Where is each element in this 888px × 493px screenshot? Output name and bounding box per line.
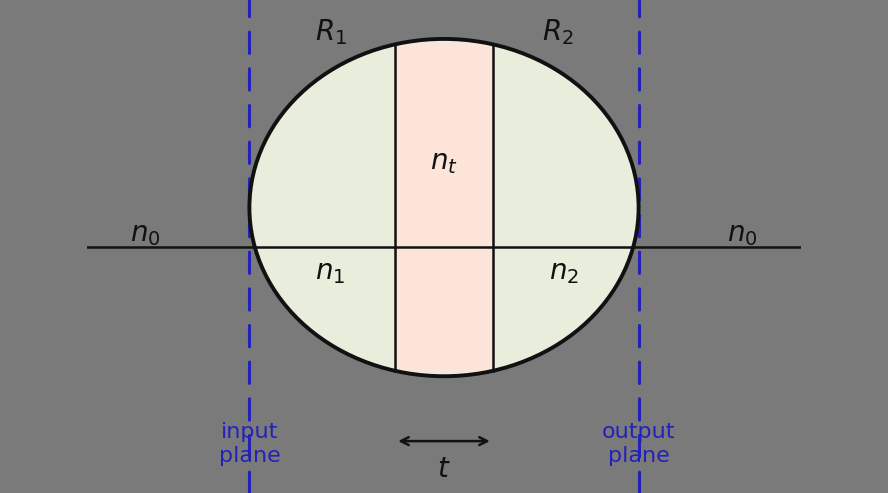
Text: $n_0$: $n_0$ [727,219,757,247]
Ellipse shape [250,39,638,376]
Text: $t$: $t$ [437,456,451,483]
Text: $n_2$: $n_2$ [549,258,579,286]
Text: $n_1$: $n_1$ [315,258,345,286]
Polygon shape [395,44,493,371]
Text: output
plane: output plane [602,422,676,466]
Text: $n_0$: $n_0$ [131,219,161,247]
Text: $R_1$: $R_1$ [314,18,346,47]
Text: input
plane: input plane [218,422,281,466]
Text: $n_t$: $n_t$ [430,148,458,176]
Text: $R_2$: $R_2$ [542,18,574,47]
